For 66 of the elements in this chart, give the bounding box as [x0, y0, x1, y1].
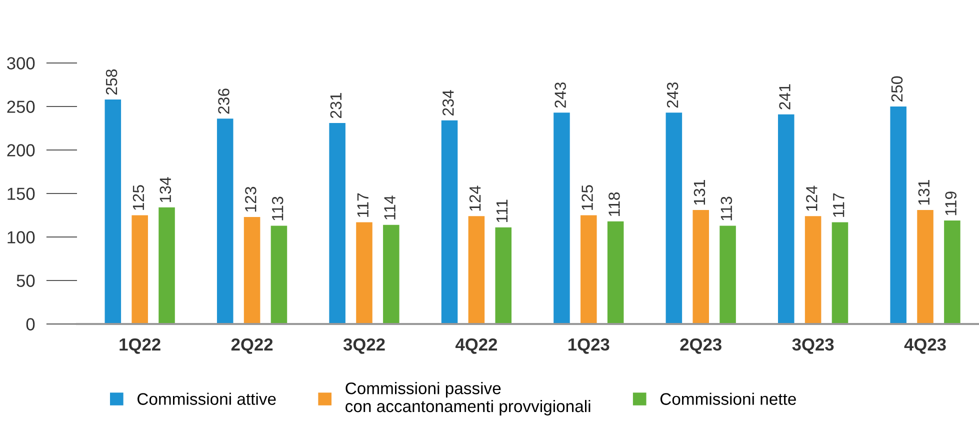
bar [356, 222, 372, 324]
data-label: 131 [918, 180, 930, 205]
data-label: 250 [891, 76, 903, 102]
bar [216, 118, 234, 324]
x-tick-label: 1Q23 [568, 338, 610, 354]
x-tick-label: 1Q22 [120, 338, 160, 354]
data-label: 113 [720, 196, 732, 220]
bar [495, 227, 512, 324]
data-label: 231 [330, 92, 342, 118]
data-label: 123 [245, 186, 256, 212]
data-label: 234 [442, 90, 454, 116]
bar [832, 222, 848, 324]
x-tick-label: 3Q23 [792, 338, 834, 354]
bar [468, 216, 485, 324]
y-tick-label: 150 [8, 188, 35, 200]
data-label: 131 [694, 180, 706, 205]
data-label: 113 [272, 196, 284, 220]
data-label: 111 [496, 200, 508, 222]
bar [441, 120, 458, 324]
bar [804, 216, 822, 324]
y-tick-label: 200 [7, 144, 35, 156]
bar [607, 221, 624, 324]
y-tick-label: 100 [8, 231, 35, 244]
data-label: 125 [132, 185, 144, 210]
bar [383, 224, 400, 324]
data-label: 258 [106, 69, 118, 95]
data-label: 241 [779, 84, 790, 110]
bar [720, 226, 736, 324]
y-tick-label: 250 [7, 100, 35, 113]
bar [132, 215, 148, 324]
data-label: 117 [833, 193, 844, 217]
y-tick-label: 300 [7, 57, 35, 70]
legend-label: Commissioni attive [138, 392, 276, 405]
data-label: 125 [582, 185, 593, 210]
data-label: 236 [218, 88, 230, 114]
bar [917, 210, 934, 324]
bar [944, 220, 960, 324]
bar [692, 210, 709, 324]
bar [270, 226, 288, 324]
bar [104, 100, 122, 324]
bar [244, 216, 260, 324]
data-label: 124 [806, 186, 818, 211]
data-label: 119 [945, 192, 956, 216]
data-label: 118 [608, 192, 620, 216]
data-label: 124 [469, 186, 481, 211]
legend-label: Commissioni passive con accantonamenti provvigionali [346, 382, 590, 416]
bar [329, 123, 346, 324]
bar [554, 112, 570, 324]
bar [778, 114, 794, 324]
y-tick-label: 0 [26, 318, 35, 330]
bar [158, 207, 175, 324]
x-tick-label: 4Q22 [455, 338, 497, 354]
data-label: 243 [554, 82, 566, 108]
legend-label: Commissioni nette [660, 392, 796, 405]
data-label: 114 [384, 196, 396, 220]
x-tick-label: 4Q23 [904, 338, 946, 354]
x-tick-label: 2Q22 [231, 338, 273, 354]
y-tick-label: 50 [16, 274, 35, 287]
x-tick-label: 2Q23 [680, 338, 722, 354]
x-tick-label: 3Q22 [343, 338, 385, 354]
data-label: 134 [160, 177, 172, 202]
data-label: 117 [357, 193, 368, 217]
bar [666, 112, 682, 324]
bar [580, 215, 597, 324]
data-label: 243 [666, 82, 678, 108]
bar [890, 106, 906, 324]
